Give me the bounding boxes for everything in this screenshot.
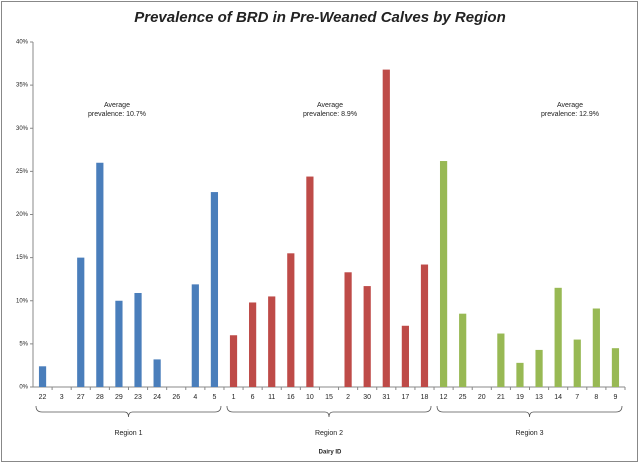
bar xyxy=(439,161,448,387)
bar xyxy=(268,296,276,387)
y-tick-label: 10% xyxy=(16,298,29,304)
x-tick-label: 6 xyxy=(251,394,255,401)
x-tick-label: 3 xyxy=(60,394,64,401)
x-tick-label: 21 xyxy=(497,394,505,401)
x-tick-label: 17 xyxy=(401,394,409,401)
bar xyxy=(229,335,238,387)
annotation: Average xyxy=(104,102,130,109)
region-bracket xyxy=(226,405,432,418)
bar xyxy=(115,300,123,387)
bar xyxy=(382,69,390,387)
x-tick-label: 8 xyxy=(594,394,598,401)
x-tick-label: 29 xyxy=(115,394,123,401)
x-tick-label: 12 xyxy=(440,394,448,401)
y-tick-label: 5% xyxy=(19,341,28,347)
bar xyxy=(554,287,562,387)
annotation: prevalence: 8.9% xyxy=(303,111,357,118)
bar xyxy=(611,348,620,387)
x-tick-label: 5 xyxy=(212,394,216,401)
bar xyxy=(459,313,467,387)
bar xyxy=(38,366,47,387)
bar xyxy=(77,257,85,387)
x-tick-label: 10 xyxy=(306,394,314,401)
x-tick-label: 20 xyxy=(478,394,486,401)
bar xyxy=(497,333,505,387)
x-tick-label: 13 xyxy=(535,394,543,401)
bar xyxy=(153,359,161,387)
region-label: Region 3 xyxy=(516,430,544,437)
annotation: prevalence: 12.9% xyxy=(541,111,599,118)
x-tick-label: 15 xyxy=(325,394,333,401)
bar xyxy=(535,349,543,387)
region-bracket xyxy=(436,405,623,418)
bar xyxy=(210,192,219,387)
bar xyxy=(516,362,524,387)
y-tick-label: 25% xyxy=(16,169,29,175)
x-axis-label: Dairy ID xyxy=(319,450,342,456)
x-tick-label: 19 xyxy=(516,394,524,401)
y-tick-label: 0% xyxy=(19,385,28,391)
bar xyxy=(287,253,295,387)
bar xyxy=(344,272,352,387)
x-tick-label: 2 xyxy=(346,394,350,401)
bar xyxy=(363,286,371,387)
annotation: Average xyxy=(557,102,583,109)
annotation: prevalence: 10.7% xyxy=(88,111,146,118)
x-tick-label: 7 xyxy=(575,394,579,401)
x-tick-label: 30 xyxy=(363,394,371,401)
x-tick-label: 9 xyxy=(613,394,617,401)
region-bracket xyxy=(35,405,222,418)
x-tick-label: 1 xyxy=(232,394,236,401)
x-tick-label: 23 xyxy=(134,394,142,401)
x-tick-label: 28 xyxy=(96,394,104,401)
y-tick-label: 40% xyxy=(16,40,29,46)
bar xyxy=(592,308,600,387)
region-label: Region 2 xyxy=(315,430,343,437)
bar xyxy=(401,325,409,387)
bar xyxy=(191,284,199,387)
x-tick-label: 31 xyxy=(382,394,390,401)
x-tick-label: 22 xyxy=(39,394,47,401)
bar xyxy=(134,292,142,387)
bar xyxy=(573,339,581,387)
x-tick-label: 27 xyxy=(77,394,85,401)
y-tick-label: 15% xyxy=(16,255,29,261)
annotation: Average xyxy=(317,102,343,109)
x-tick-label: 14 xyxy=(554,394,562,401)
y-tick-label: 35% xyxy=(16,83,29,89)
x-tick-label: 16 xyxy=(287,394,295,401)
bar xyxy=(420,264,429,387)
bar xyxy=(96,162,104,387)
x-tick-label: 11 xyxy=(268,394,275,401)
x-tick-label: 4 xyxy=(193,394,197,401)
x-tick-label: 25 xyxy=(459,394,467,401)
x-tick-label: 24 xyxy=(153,394,161,401)
region-label: Region 1 xyxy=(114,430,142,437)
y-tick-label: 30% xyxy=(16,126,29,132)
x-tick-label: 18 xyxy=(421,394,429,401)
x-tick-label: 26 xyxy=(172,394,180,401)
bar xyxy=(249,302,257,387)
chart-title: Prevalence of BRD in Pre-Weaned Calves b… xyxy=(134,9,506,26)
bar xyxy=(306,176,314,387)
y-tick-label: 20% xyxy=(16,212,29,218)
